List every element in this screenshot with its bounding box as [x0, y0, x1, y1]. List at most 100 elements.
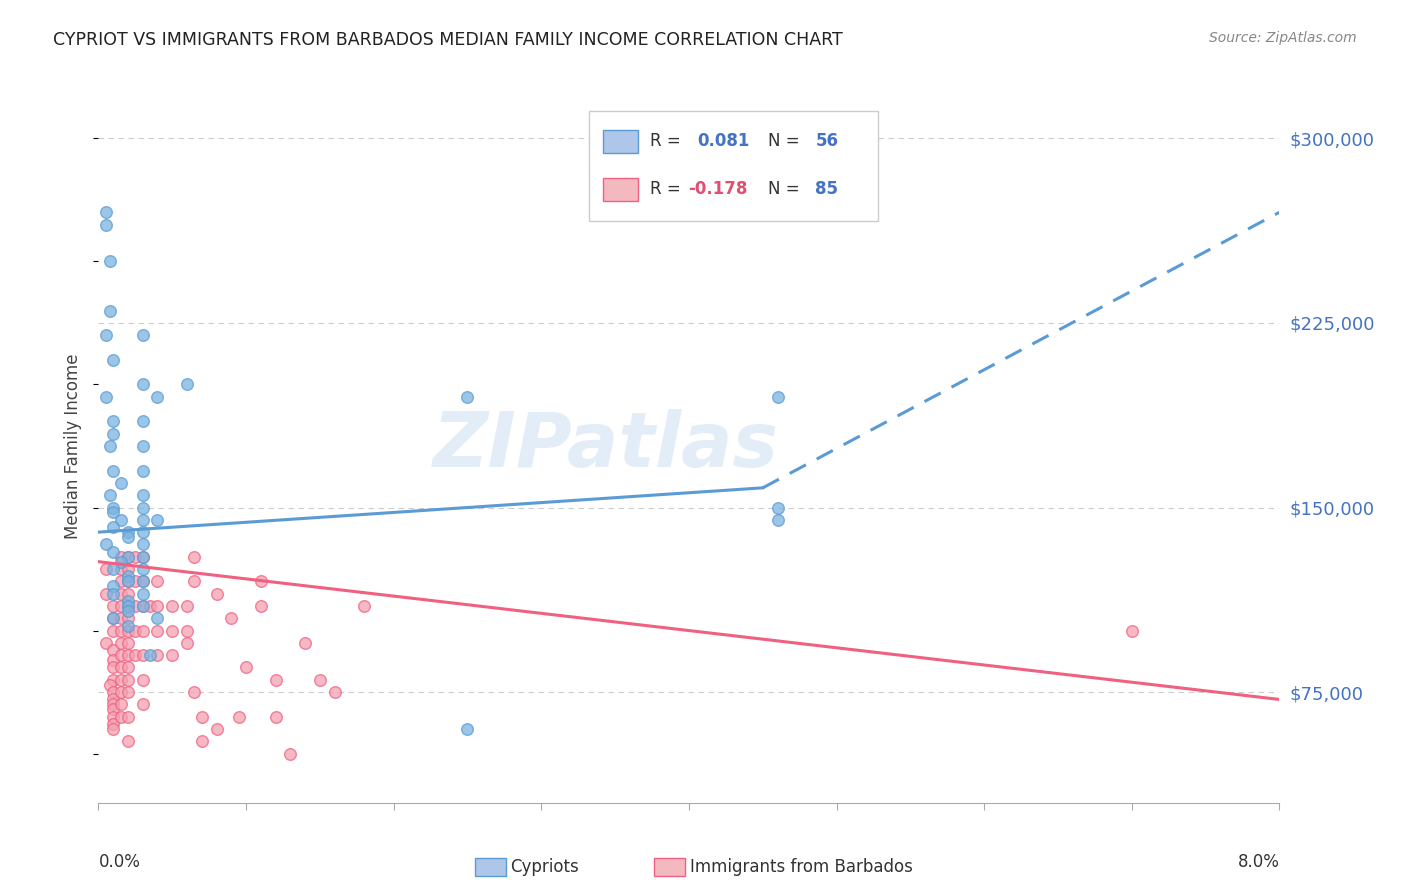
- Point: [146, 599, 169, 613]
- Point: [294, 636, 316, 650]
- Point: [98, 254, 121, 268]
- Point: [132, 599, 155, 613]
- Point: [103, 579, 125, 593]
- Point: [117, 562, 139, 576]
- Point: [146, 648, 169, 662]
- Point: [103, 717, 125, 731]
- Point: [183, 574, 205, 589]
- Point: [132, 562, 155, 576]
- Text: CYPRIOT VS IMMIGRANTS FROM BARBADOS MEDIAN FAMILY INCOME CORRELATION CHART: CYPRIOT VS IMMIGRANTS FROM BARBADOS MEDI…: [53, 31, 844, 49]
- Point: [94, 587, 117, 601]
- Point: [183, 685, 205, 699]
- Point: [110, 587, 132, 601]
- Point: [117, 611, 139, 625]
- Point: [132, 587, 155, 601]
- Text: ZIPatlas: ZIPatlas: [433, 409, 779, 483]
- Point: [176, 636, 198, 650]
- Point: [250, 574, 273, 589]
- Point: [103, 611, 125, 625]
- Point: [132, 599, 155, 613]
- Point: [103, 505, 125, 519]
- Point: [94, 636, 117, 650]
- Point: [110, 475, 132, 490]
- Point: [117, 599, 139, 613]
- Point: [132, 525, 155, 540]
- Point: [110, 636, 132, 650]
- Point: [94, 218, 117, 232]
- Point: [132, 414, 155, 428]
- Text: 85: 85: [815, 180, 838, 198]
- Point: [117, 734, 139, 748]
- Point: [117, 525, 139, 540]
- Point: [117, 673, 139, 687]
- Point: [98, 303, 121, 318]
- Point: [110, 685, 132, 699]
- Point: [117, 685, 139, 699]
- Point: [110, 648, 132, 662]
- Point: [132, 698, 155, 712]
- Point: [139, 599, 162, 613]
- Point: [146, 390, 169, 404]
- Bar: [589, 111, 877, 221]
- Point: [110, 513, 132, 527]
- Point: [176, 599, 198, 613]
- Point: [110, 562, 132, 576]
- Text: 8.0%: 8.0%: [1237, 853, 1279, 871]
- Bar: [603, 130, 638, 153]
- Point: [132, 377, 155, 392]
- Point: [132, 513, 155, 527]
- Text: 0.0%: 0.0%: [98, 853, 141, 871]
- Point: [110, 599, 132, 613]
- Point: [124, 624, 146, 638]
- Point: [124, 574, 146, 589]
- Point: [323, 685, 346, 699]
- Point: [132, 574, 155, 589]
- Point: [103, 722, 125, 736]
- Point: [103, 426, 125, 441]
- Point: [103, 587, 125, 601]
- Text: Source: ZipAtlas.com: Source: ZipAtlas.com: [1209, 31, 1357, 45]
- Point: [132, 488, 155, 502]
- Text: N =: N =: [768, 180, 806, 198]
- Point: [132, 549, 155, 564]
- Point: [146, 574, 169, 589]
- Point: [117, 709, 139, 723]
- Point: [191, 709, 214, 723]
- Point: [132, 439, 155, 453]
- Point: [110, 660, 132, 674]
- Point: [98, 678, 121, 692]
- Point: [103, 685, 125, 699]
- Point: [146, 513, 169, 527]
- Point: [132, 328, 155, 343]
- Point: [353, 599, 375, 613]
- Point: [132, 500, 155, 515]
- Point: [132, 648, 155, 662]
- Point: [457, 722, 479, 736]
- Point: [1121, 624, 1143, 638]
- Point: [132, 624, 155, 638]
- Point: [110, 555, 132, 569]
- Point: [103, 673, 125, 687]
- Point: [191, 734, 214, 748]
- Point: [124, 599, 146, 613]
- Point: [117, 530, 139, 544]
- Point: [94, 205, 117, 219]
- Point: [117, 549, 139, 564]
- Point: [221, 611, 243, 625]
- Point: [162, 599, 183, 613]
- Point: [110, 549, 132, 564]
- Point: [94, 537, 117, 551]
- Point: [205, 587, 228, 601]
- Point: [280, 747, 302, 761]
- Point: [117, 569, 139, 583]
- Point: [132, 549, 155, 564]
- Point: [103, 414, 125, 428]
- Text: 0.081: 0.081: [697, 132, 749, 150]
- Point: [103, 698, 125, 712]
- Point: [162, 624, 183, 638]
- Point: [117, 604, 139, 618]
- Point: [103, 653, 125, 667]
- Point: [117, 660, 139, 674]
- Point: [103, 702, 125, 716]
- Point: [110, 673, 132, 687]
